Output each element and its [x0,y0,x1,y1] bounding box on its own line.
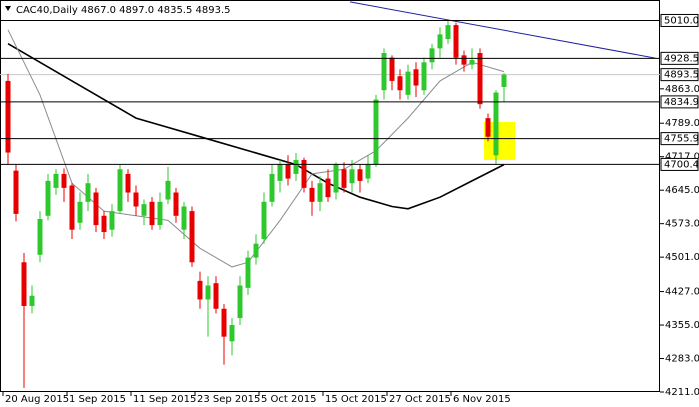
y-tick-label: 4863.0 [665,84,699,95]
y-tick-label: 4789.0 [665,118,699,129]
x-tick-label: 1 Sep 2015 [69,394,126,405]
level-label-box [660,95,699,109]
candle-body [157,201,163,226]
candle-body [189,211,195,263]
candle-body [493,92,499,156]
level-label: 4755.9 [664,134,699,145]
candle-body [101,215,107,233]
candle-body [221,308,227,337]
candle-body [349,169,355,184]
candle-body [477,53,483,105]
candle-body [117,169,123,212]
menu-arrow [5,6,11,11]
y-tick-label: 4355.0 [665,320,699,331]
x-tick-label: 6 Nov 2015 [453,394,511,405]
candle-body [325,178,331,198]
candle-body [37,219,43,255]
candle-body [173,192,179,216]
candle-body [253,243,259,258]
candle-body [77,201,83,223]
candle-body [93,192,99,226]
candle-body [485,118,491,137]
candle-body [301,159,307,188]
candle-body [13,170,19,214]
candle-body [125,173,131,193]
y-tick-label: 4501.0 [665,252,699,263]
level-label: 5010.0 [664,15,699,26]
candle-body [53,173,59,188]
candle-body [373,99,379,165]
candle-body [213,283,219,309]
level-label: 4928.5 [664,53,699,64]
candle-body [141,204,147,216]
candle-body [61,173,67,188]
level-label: 4700.4 [664,159,699,170]
x-tick-label: 11 Sep 2015 [133,394,196,405]
candle-body [45,180,51,216]
candle-body [437,34,443,49]
x-tick-label: 5 Oct 2015 [261,394,316,405]
level-label-box [660,51,699,65]
candle-body [333,164,339,193]
candle-body [429,48,435,63]
current-label: 4893.5 [664,70,699,81]
level-label-box [660,13,699,27]
candle-body [365,164,371,179]
candle-body [5,80,11,153]
candle-body [269,173,275,202]
y-tick-label: 4573.0 [665,219,699,230]
candle-body [229,325,235,342]
candle-body [85,183,91,202]
y-tick-label: 4211.0 [665,387,699,398]
candle-body [109,211,115,230]
candle-body [413,69,419,86]
candle-body [69,185,75,230]
overlay-line [349,1,656,59]
candle-body [421,62,427,91]
candle-body [445,25,451,40]
candle-body [309,187,315,202]
candle-body [405,71,411,95]
x-tick-label: 23 Sep 2015 [197,394,260,405]
candle-body [261,201,267,240]
candle-body [21,262,27,306]
candle-body [237,285,243,319]
chart-title: CAC40,Daily 4867.0 4897.0 4835.5 4893.5 [16,5,231,16]
x-tick-label: 20 Aug 2015 [5,394,69,405]
y-tick-label: 4283.0 [665,354,699,365]
y-tick-label: 4645.0 [665,185,699,196]
level-label-box [660,157,699,171]
candle-body [277,164,283,181]
candle-body [293,159,299,174]
candle-body [245,257,251,288]
candle-body [341,169,347,188]
level-label-box [660,132,699,146]
candle-body [453,25,459,58]
candle-body [389,57,395,81]
x-tick-label: 15 Oct 2015 [325,394,387,405]
candle-body [501,74,507,87]
candle-body [165,180,171,200]
candle-body [461,55,467,65]
level-label: 4834.9 [664,97,699,108]
candle-body [381,53,387,91]
candle-body [285,164,291,179]
candle-body [133,192,139,207]
candle-body [205,285,211,300]
candle-body [29,295,35,306]
candle-body [149,201,155,226]
y-tick-label: 4717.0 [665,152,699,163]
candle-body [357,169,363,181]
candle-body [397,76,403,91]
candle-body [469,59,475,65]
candle-body [197,280,203,300]
x-tick-label: 27 Oct 2015 [389,394,451,405]
candle-body [317,183,323,202]
current-label-box [660,68,699,82]
candle-body [181,206,187,230]
y-tick-label: 4427.0 [665,287,699,298]
